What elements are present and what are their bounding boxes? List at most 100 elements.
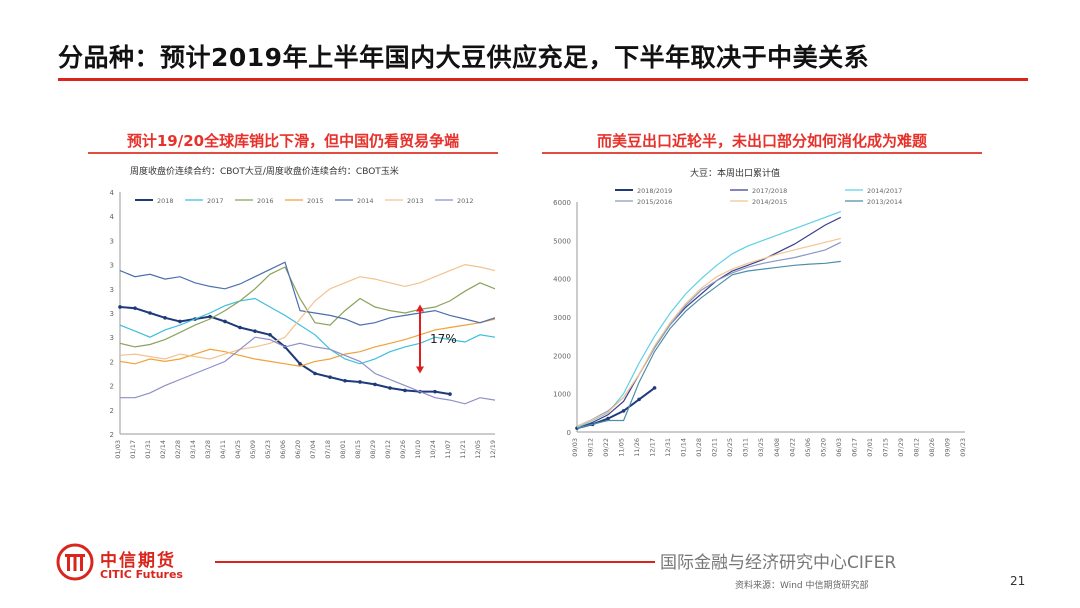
y-tick-label: 2000: [553, 352, 571, 360]
x-tick-label: 11/21: [459, 440, 467, 459]
x-tick-label: 09/09: [943, 438, 951, 457]
y-tick-label: 2: [110, 431, 114, 439]
x-tick-label: 12/17: [649, 438, 657, 457]
series-line-2017/2018: [576, 216, 842, 429]
x-tick-label: 11/05: [618, 438, 626, 457]
right-chart-title: 而美豆出口近轮半，未出口部分如何消化成为难题: [596, 132, 927, 150]
left-chart: 2 2 2 2 3 3 3 3 3 4 4 01/03 01/17 01/31 02/14 02/28 03/1…: [110, 189, 497, 459]
y-tick-label: 2: [110, 383, 114, 391]
x-tick-label: 12/19: [489, 440, 497, 459]
right-chart: 0 1000 2000 3000 4000 5000 6000 09/03 09/12 09/22…: [553, 187, 967, 457]
x-tick-label: 08/15: [354, 440, 362, 459]
series-line-2014/2015: [576, 237, 841, 427]
x-tick-label: 11/07: [444, 440, 452, 459]
logo-text-cn: 中信期货: [100, 551, 176, 571]
x-tick-label: 01/03: [114, 440, 122, 459]
y-tick-label: 3: [110, 334, 114, 342]
series-line-2014: [119, 261, 496, 326]
x-tick-label: 12/31: [664, 438, 672, 457]
series-line-2017: [119, 297, 496, 365]
x-tick-label: 05/20: [819, 438, 827, 457]
data-point: [358, 380, 362, 384]
series-line-2015: [119, 318, 496, 367]
x-tick-label: 08/26: [928, 438, 936, 457]
y-tick-label: 3: [110, 286, 114, 294]
x-tick-label: 06/06: [279, 440, 287, 459]
legend-label: 2017: [207, 197, 224, 205]
data-point: [373, 382, 377, 387]
x-tick-label: 03/11: [742, 438, 750, 457]
watermark: 国际金融与经济研究中心CIFER: [660, 553, 897, 573]
legend-label: 2013/2014: [867, 198, 902, 206]
x-tick-label: 06/03: [835, 438, 843, 457]
x-tick-label: 05/23: [264, 440, 272, 459]
x-tick-label: 04/25: [234, 440, 242, 459]
x-tick-label: 08/29: [369, 440, 377, 459]
slide-title: 分品种：预计2019年上半年国内大豆供应充足，下半年取决于中美关系: [58, 43, 870, 72]
legend-label: 2014/2017: [867, 187, 902, 195]
x-tick-label: 06/20: [294, 440, 302, 459]
title-rule: [58, 78, 1028, 81]
data-point: [652, 386, 657, 390]
legend-label: 2013: [407, 197, 424, 205]
footer-rule: [215, 561, 655, 563]
x-tick-label: 02/25: [726, 438, 734, 457]
y-tick-label: 3: [110, 237, 114, 245]
x-tick-label: 10/10: [414, 440, 422, 459]
x-tick-label: 07/04: [309, 440, 317, 459]
x-tick-label: 01/28: [695, 438, 703, 457]
legend-label: 2015/2016: [637, 198, 672, 206]
left-chart-title: 预计19/20全球库销比下滑，但中国仍看贸易争端: [126, 132, 460, 150]
y-tick-label: 6000: [553, 199, 571, 207]
x-tick-label: 03/14: [189, 440, 197, 459]
data-point: [448, 392, 452, 396]
x-tick-label: 06/17: [850, 438, 858, 457]
series-line-2013: [119, 263, 496, 360]
legend-label: 2015: [307, 197, 324, 205]
legend-label: 2012: [457, 197, 474, 205]
x-tick-label: 03/28: [204, 440, 212, 459]
y-tick-label: 2: [110, 358, 114, 366]
x-tick-label: 09/12: [587, 438, 595, 457]
x-tick-label: 12/05: [474, 440, 482, 459]
x-tick-label: 07/18: [324, 440, 332, 459]
right-chart-title-rule: [542, 152, 982, 154]
x-tick-label: 04/08: [773, 438, 781, 457]
series-line-2014/2017: [576, 211, 842, 428]
series-line-2015/2016: [576, 241, 842, 427]
y-tick-label: 4000: [553, 276, 571, 284]
x-tick-label: 02/14: [159, 440, 167, 459]
x-tick-label: 01/14: [680, 438, 688, 457]
y-tick-label: 0: [567, 429, 571, 437]
y-tick-label: 2: [110, 407, 114, 415]
x-tick-label: 09/23: [959, 438, 967, 457]
data-point: [313, 371, 317, 376]
source-note: 资料来源：Wind 中信期货研究部: [735, 581, 869, 591]
x-tick-label: 02/28: [174, 440, 182, 459]
data-point: [298, 362, 302, 366]
data-point: [178, 319, 182, 324]
x-tick-label: 09/22: [602, 438, 610, 457]
logo-text-en: CITIC Futures: [100, 568, 183, 581]
data-point: [343, 378, 347, 383]
x-tick-label: 05/06: [804, 438, 812, 457]
series-line-2018: [119, 306, 451, 396]
left-chart-subtitle: 周度收盘价连续合约：CBOT大豆/周度收盘价连续合约：CBOT玉米: [130, 167, 399, 177]
x-tick-label: 07/15: [881, 438, 889, 457]
data-point: [606, 416, 610, 421]
x-tick-label: 01/17: [129, 440, 137, 459]
data-point: [163, 316, 167, 320]
series-line-2013/2014: [576, 260, 841, 429]
x-tick-label: 09/12: [384, 440, 392, 459]
x-tick-label: 04/11: [219, 440, 227, 459]
data-point: [208, 314, 212, 319]
data-point: [268, 332, 272, 337]
legend-label: 2016: [257, 197, 274, 205]
data-point: [148, 311, 152, 315]
x-tick-label: 08/12: [912, 438, 920, 457]
x-tick-label: 09/26: [399, 440, 407, 459]
x-tick-label: 02/11: [711, 438, 719, 457]
x-tick-label: 09/03: [571, 438, 579, 457]
annotation-arrowhead-down: [416, 366, 424, 374]
left-chart-title-rule: [88, 152, 498, 154]
